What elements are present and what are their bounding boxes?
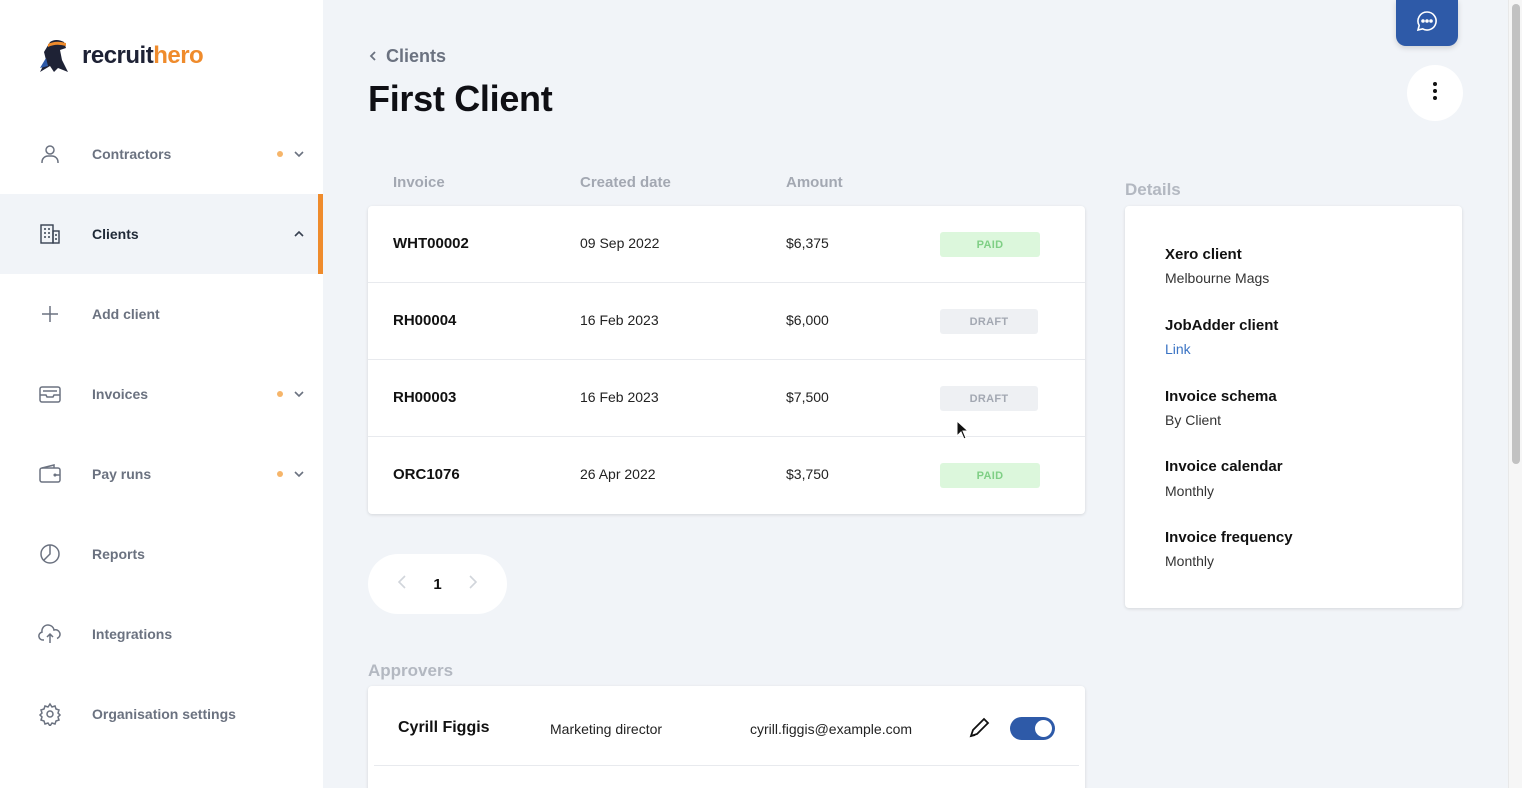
table-row[interactable]: WHT00002 09 Sep 2022 $6,375 PAID — [368, 206, 1085, 283]
notification-dot — [277, 471, 283, 477]
chevron-left-icon — [368, 46, 378, 67]
chat-bubble-icon — [1416, 10, 1438, 37]
wallet-icon — [36, 460, 64, 488]
chat-button[interactable] — [1396, 0, 1458, 46]
more-options-button[interactable] — [1407, 65, 1463, 121]
chevron-right-icon[interactable] — [468, 574, 478, 595]
sidebar-item-label: Organisation settings — [92, 706, 236, 722]
approver-name: Cyrill Figgis — [398, 719, 490, 736]
table-row[interactable]: ORC1076 26 Apr 2022 $3,750 PAID — [368, 437, 1085, 514]
status-badge: PAID — [940, 463, 1040, 488]
table-row[interactable]: RH00004 16 Feb 2023 $6,000 DRAFT — [368, 283, 1085, 360]
chevron-down-icon[interactable] — [292, 467, 306, 481]
created-date: 09 Sep 2022 — [580, 235, 660, 251]
chevron-down-icon[interactable] — [292, 387, 306, 401]
amount: $6,000 — [786, 312, 829, 328]
jobadder-link[interactable]: Link — [1165, 341, 1191, 357]
detail-value: Monthly — [1165, 483, 1215, 499]
sidebar-item-integrations[interactable]: Integrations — [0, 594, 323, 674]
approver-enabled-toggle[interactable] — [1010, 717, 1055, 740]
sidebar-item-label: Invoices — [92, 386, 149, 402]
invoice-number: RH00003 — [393, 389, 457, 406]
chevron-left-icon[interactable] — [397, 574, 407, 595]
status-badge: DRAFT — [940, 386, 1038, 411]
sidebar-item-reports[interactable]: Reports — [0, 514, 323, 594]
detail-label: Invoice frequency — [1165, 529, 1293, 546]
detail-label: JobAdder client — [1165, 317, 1279, 334]
toggle-knob — [1035, 720, 1052, 737]
sidebar-item-label: Contractors — [92, 146, 172, 162]
chevron-down-icon[interactable] — [292, 147, 306, 161]
approvers-heading: Approvers — [368, 661, 454, 680]
amount: $7,500 — [786, 389, 829, 405]
column-header-amount[interactable]: Amount — [786, 174, 843, 191]
chevron-up-icon[interactable] — [292, 227, 306, 241]
brand-logo[interactable]: recruithero — [36, 38, 204, 74]
sidebar-item-add-client[interactable]: Add client — [0, 274, 323, 354]
detail-value: Melbourne Mags — [1165, 270, 1270, 286]
detail-value: Monthly — [1165, 553, 1215, 569]
column-header-invoice[interactable]: Invoice — [393, 174, 445, 191]
scrollbar-thumb[interactable] — [1512, 4, 1520, 464]
inbox-icon — [36, 380, 64, 408]
sidebar-item-label: Reports — [92, 546, 145, 562]
building-icon — [36, 220, 64, 248]
list-item: Cyrill Figgis Marketing director cyrill.… — [374, 686, 1079, 766]
pencil-icon[interactable] — [968, 717, 990, 739]
approvers-list: Cyrill Figgis Marketing director cyrill.… — [368, 686, 1085, 788]
sidebar-item-clients[interactable]: Clients — [0, 194, 323, 274]
table-row[interactable]: RH00003 16 Feb 2023 $7,500 DRAFT — [368, 360, 1085, 437]
created-date: 26 Apr 2022 — [580, 466, 656, 482]
sidebar-item-label: Integrations — [92, 626, 173, 642]
cloud-upload-icon — [36, 620, 64, 648]
pagination: 1 — [368, 554, 507, 614]
sidebar-item-invoices[interactable]: Invoices — [0, 354, 323, 434]
more-vertical-icon — [1432, 81, 1438, 106]
user-icon — [36, 140, 64, 168]
page-title: First Client — [368, 78, 553, 119]
brand-name: recruithero — [82, 42, 204, 69]
breadcrumb-label[interactable]: Clients — [386, 46, 447, 66]
notification-dot — [277, 391, 283, 397]
detail-label: Invoice calendar — [1165, 458, 1283, 475]
created-date: 16 Feb 2023 — [580, 312, 659, 328]
hero-mascot-icon — [40, 40, 68, 72]
sidebar-item-label: Clients — [92, 226, 139, 242]
approver-role: Marketing director — [550, 721, 663, 737]
sidebar-item-pay-runs[interactable]: Pay runs — [0, 434, 323, 514]
created-date: 16 Feb 2023 — [580, 389, 659, 405]
invoice-number: ORC1076 — [393, 466, 460, 483]
plus-icon — [36, 300, 64, 328]
sidebar-item-contractors[interactable]: Contractors — [0, 114, 323, 194]
invoice-table: WHT00002 09 Sep 2022 $6,375 PAID RH00004… — [368, 206, 1085, 514]
invoice-number: RH00004 — [393, 312, 457, 329]
details-heading: Details — [1125, 180, 1181, 199]
amount: $3,750 — [786, 466, 829, 482]
invoice-number: WHT00002 — [393, 235, 469, 252]
sidebar-item-organisation-settings[interactable]: Organisation settings — [0, 674, 323, 754]
sidebar: recruithero Contractors Clients Add clie… — [0, 0, 323, 788]
sidebar-item-label: Pay runs — [92, 466, 152, 482]
mouse-cursor-icon — [956, 420, 970, 440]
pie-chart-icon — [36, 540, 64, 568]
notification-dot — [277, 151, 283, 157]
detail-value: By Client — [1165, 412, 1222, 428]
details-panel: Xero client Melbourne Mags JobAdder clie… — [1125, 206, 1462, 608]
approver-email: cyrill.figgis@example.com — [750, 721, 913, 737]
page-number[interactable]: 1 — [433, 575, 442, 593]
amount: $6,375 — [786, 235, 829, 251]
breadcrumb[interactable]: Clients — [368, 46, 446, 67]
detail-label: Invoice schema — [1165, 388, 1277, 405]
scrollbar[interactable] — [1508, 0, 1522, 788]
gear-icon — [36, 700, 64, 728]
status-badge: DRAFT — [940, 309, 1038, 334]
sidebar-item-label: Add client — [92, 306, 160, 322]
detail-label: Xero client — [1165, 246, 1242, 263]
column-header-created-date[interactable]: Created date — [580, 174, 671, 191]
status-badge: PAID — [940, 232, 1040, 257]
